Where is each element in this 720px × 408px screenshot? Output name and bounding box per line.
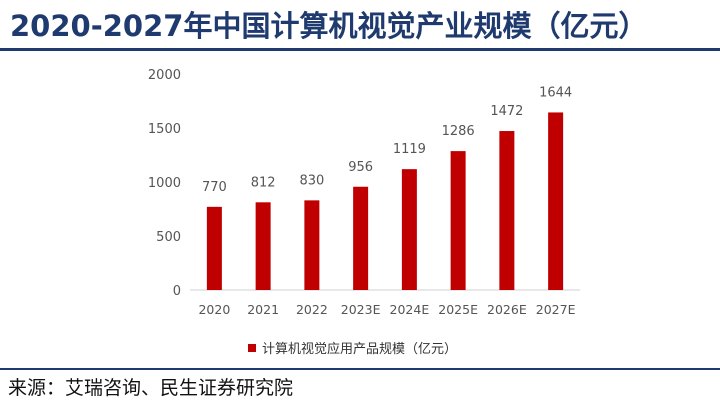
page-title: 2020-2027年中国计算机视觉产业规模（亿元）: [10, 9, 648, 43]
data-label: 770: [202, 180, 227, 195]
x-tick-label: 2023E: [341, 302, 381, 317]
bar: [499, 131, 515, 290]
bar: [401, 169, 417, 290]
footer-divider: [0, 368, 720, 370]
legend-label: 计算机视觉应用产品规模（亿元）: [262, 342, 458, 357]
x-tick-label: 2027E: [536, 302, 576, 317]
bar: [304, 200, 320, 290]
x-tick-label: 2020: [198, 302, 230, 317]
y-tick-label: 1000: [148, 176, 181, 191]
x-tick-label: 2024E: [390, 302, 430, 317]
x-tick-label: 2025E: [438, 302, 478, 317]
chart-legend: 计算机视觉应用产品规模（亿元）: [248, 338, 457, 357]
x-tick-label: 2022: [296, 302, 328, 317]
y-tick-label: 0: [173, 284, 181, 299]
y-tick-label: 1500: [148, 122, 181, 137]
source-note: 来源：艾瑞咨询、民生证券研究院: [8, 377, 294, 399]
data-label: 1472: [490, 104, 523, 119]
legend-swatch: [248, 343, 256, 352]
data-label: 1286: [442, 124, 475, 139]
bar: [353, 186, 369, 290]
bar: [450, 151, 466, 290]
data-label: 1644: [539, 85, 572, 100]
y-tick-label: 2000: [148, 68, 181, 83]
y-tick-label: 500: [156, 230, 181, 245]
data-label: 1119: [393, 142, 426, 157]
bar: [548, 112, 564, 290]
data-label: 830: [299, 173, 324, 188]
x-tick-label: 2021: [247, 302, 279, 317]
bar: [206, 206, 222, 290]
data-label: 812: [251, 175, 276, 190]
title-divider: [0, 48, 720, 51]
bar: [255, 202, 271, 290]
data-label: 956: [348, 160, 373, 175]
x-tick-label: 2026E: [487, 302, 527, 317]
